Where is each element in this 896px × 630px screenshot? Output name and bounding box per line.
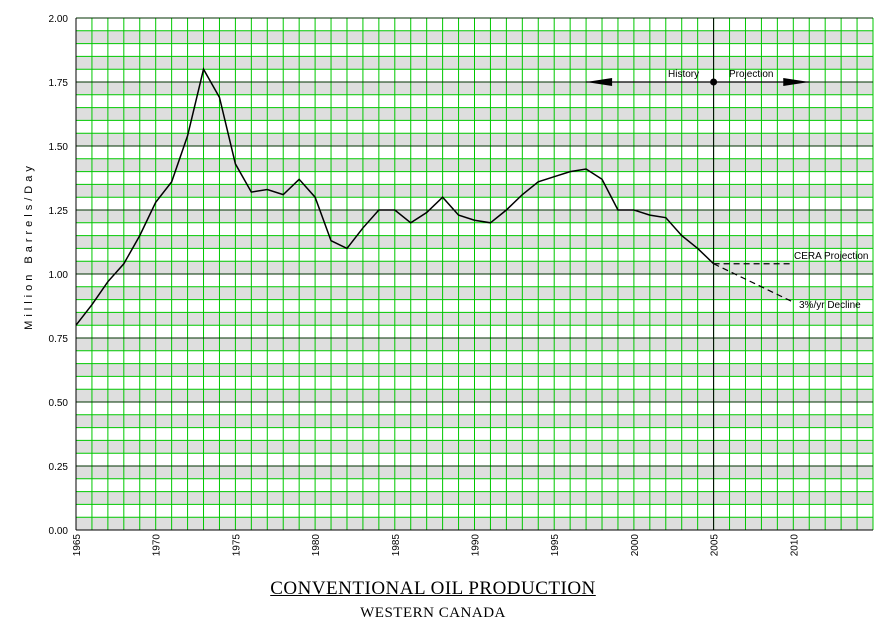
arrow-left-head: [586, 78, 613, 86]
decline-label: 3%/yr Decline: [799, 300, 861, 311]
major-grid: [76, 17, 873, 531]
y-tick-label: 1.25: [49, 206, 69, 217]
projection-line: [713, 263, 794, 303]
x-tick-label: 2010: [789, 534, 800, 557]
chart-title-text: CONVENTIONAL OIL PRODUCTION: [270, 578, 596, 599]
projection-label: Projection: [729, 69, 773, 80]
x-tick-label: 2000: [630, 534, 641, 557]
history-label: History: [668, 69, 699, 80]
y-axis-label: Million Barrels/Day: [23, 162, 35, 330]
y-tick-label: 1.50: [49, 142, 69, 153]
tick-labels: 0.00 0.25 0.50 0.75 1.00 1.25 1.50 1.75 2.00 1965…: [49, 14, 801, 556]
x-tick-label: 1980: [311, 534, 322, 557]
y-tick-label: 0.25: [49, 462, 69, 473]
axes: [75, 18, 873, 531]
chart-title: CONVENTIONAL OIL PRODUCTION: [0, 578, 866, 600]
y-tick-label: 1.00: [49, 270, 69, 281]
x-tick-label: 1985: [391, 534, 402, 557]
annotations: CERA Projection 3%/yr Decline History Pr…: [586, 69, 868, 311]
y-tick-label: 0.75: [49, 334, 69, 345]
divider-dot: [710, 78, 718, 86]
x-tick-label: 1995: [550, 534, 561, 557]
chart-subtitle: WESTERN CANADA: [360, 605, 506, 621]
y-tick-label: 0.50: [49, 398, 69, 409]
x-tick-label: 2005: [710, 534, 721, 557]
y-tick-label: 1.75: [49, 78, 69, 89]
x-tick-label: 1975: [231, 534, 242, 557]
arrow-right-head: [783, 78, 810, 86]
y-tick-label: 0.00: [49, 526, 69, 537]
x-tick-label: 1990: [471, 534, 482, 557]
cera-projection-label: CERA Projection: [794, 251, 868, 262]
x-tick-label: 1970: [152, 534, 163, 557]
x-tick-label: 1965: [72, 534, 83, 557]
production-line: [75, 67, 715, 326]
series-layer: [75, 67, 794, 326]
y-tick-label: 2.00: [49, 14, 69, 25]
